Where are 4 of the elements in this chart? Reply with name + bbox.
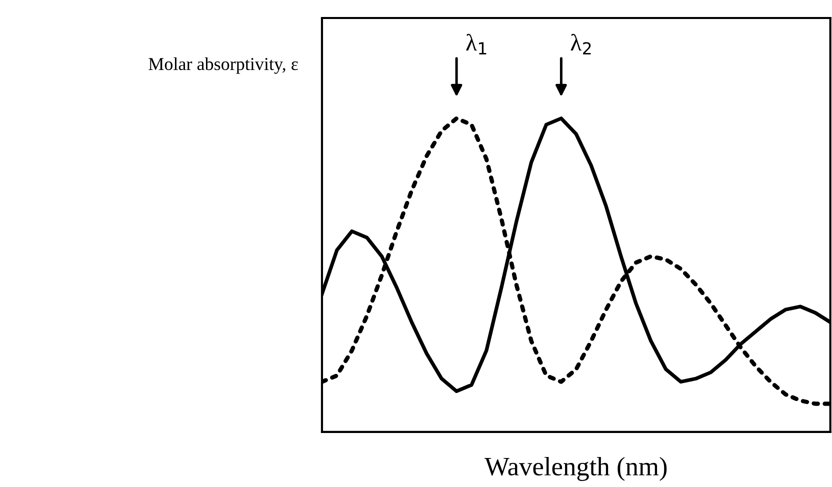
text: λ$_{2}$ xyxy=(570,34,591,54)
y-axis-title: Molar absorptivity, ε xyxy=(148,57,298,74)
text: λ$_{1}$ xyxy=(466,34,486,54)
x-axis-title: Wavelength (nm) xyxy=(484,456,667,481)
